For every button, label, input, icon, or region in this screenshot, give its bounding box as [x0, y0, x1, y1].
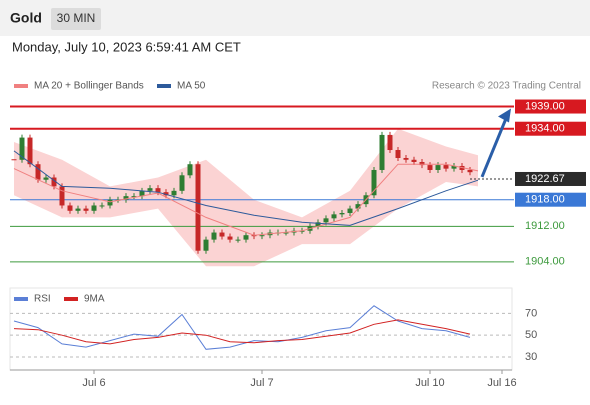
candle-body — [107, 199, 113, 206]
level-box — [515, 121, 586, 136]
candle-body — [323, 218, 329, 223]
forecast-arrowhead — [498, 108, 511, 123]
candle-body — [99, 205, 105, 207]
candle-body — [435, 165, 441, 170]
candle-body — [59, 186, 65, 206]
candle-body — [35, 164, 41, 180]
candle-body — [427, 165, 433, 170]
candle-body — [243, 235, 249, 240]
candle-body — [283, 232, 289, 234]
candle-body — [187, 164, 193, 176]
candle-body — [123, 196, 129, 200]
candle-body — [355, 204, 361, 209]
candle-body — [331, 214, 337, 219]
level-label: 1939.00 — [525, 100, 565, 112]
y-tick-label: 50 — [525, 329, 537, 341]
level-label: 1912.00 — [525, 220, 565, 232]
x-tick-label: Jul 10 — [415, 377, 444, 389]
timestamp: Monday, July 10, 2023 6:59:41 AM CET — [12, 39, 241, 54]
x-tick-label: Jul 16 — [487, 377, 516, 389]
level-box — [515, 99, 586, 114]
candle-body — [67, 205, 73, 211]
candle-body — [259, 235, 265, 237]
candle-body — [371, 169, 377, 196]
candle-body — [139, 190, 145, 197]
candle-body — [155, 188, 161, 193]
legend-swatch — [14, 84, 28, 88]
candle-body — [227, 236, 233, 240]
legend-label: RSI — [34, 294, 51, 305]
candle-body — [171, 190, 177, 196]
x-tick-label: Jul 7 — [250, 377, 273, 389]
credit: Research © 2023 Trading Central — [432, 81, 581, 92]
candle-body — [451, 165, 457, 169]
x-tick-label: Jul 6 — [82, 377, 105, 389]
interval-pill[interactable] — [51, 8, 101, 30]
candle-body — [467, 169, 473, 173]
rsi-line — [13, 305, 471, 350]
candle-body — [83, 208, 89, 211]
candle-body — [43, 177, 49, 180]
legend-label: MA 50 — [177, 81, 206, 92]
level-label: 1934.00 — [525, 123, 565, 135]
candle-body — [235, 239, 241, 241]
symbol: Gold — [10, 10, 42, 26]
interval[interactable]: 30 MIN — [57, 11, 96, 25]
level-label: 1918.00 — [525, 194, 565, 206]
candle-body — [443, 165, 449, 169]
level-box — [515, 192, 586, 207]
candle-body — [91, 205, 97, 211]
y-tick-label: 30 — [525, 351, 537, 363]
ma-line — [13, 163, 479, 236]
candle-body — [203, 239, 209, 251]
legend-swatch — [64, 297, 78, 301]
candle-body — [211, 232, 217, 240]
legend-swatch — [157, 84, 171, 88]
candle-body — [419, 161, 425, 166]
legend-label: MA 20 + Bollinger Bands — [34, 81, 144, 92]
candle-body — [131, 196, 137, 198]
candle-body — [339, 213, 345, 215]
candle-body — [379, 134, 385, 170]
bollinger-band — [14, 128, 478, 267]
candle-body — [315, 222, 321, 227]
candle-body — [75, 208, 81, 211]
candle-body — [411, 159, 417, 162]
candle-body — [179, 175, 185, 191]
current-box — [515, 171, 586, 186]
candle-body — [347, 208, 353, 214]
candle-body — [19, 137, 25, 160]
current-label: 1922.67 — [525, 173, 565, 185]
candle-body — [395, 150, 401, 158]
legend-swatch — [14, 297, 28, 301]
forecast-arrow — [480, 117, 508, 178]
candle-body — [219, 232, 225, 237]
candle-body — [387, 134, 393, 151]
candle-body — [147, 188, 153, 191]
y-tick-label: 70 — [525, 307, 537, 319]
candle-body — [163, 192, 169, 196]
candle-body — [403, 157, 409, 160]
level-label: 1904.00 — [525, 256, 565, 268]
candle-body — [195, 164, 201, 251]
candle-body — [27, 137, 33, 165]
candle-body — [51, 177, 57, 187]
ma-line — [13, 150, 479, 226]
legend-label: 9MA — [84, 294, 105, 305]
rsi-line — [13, 319, 471, 345]
